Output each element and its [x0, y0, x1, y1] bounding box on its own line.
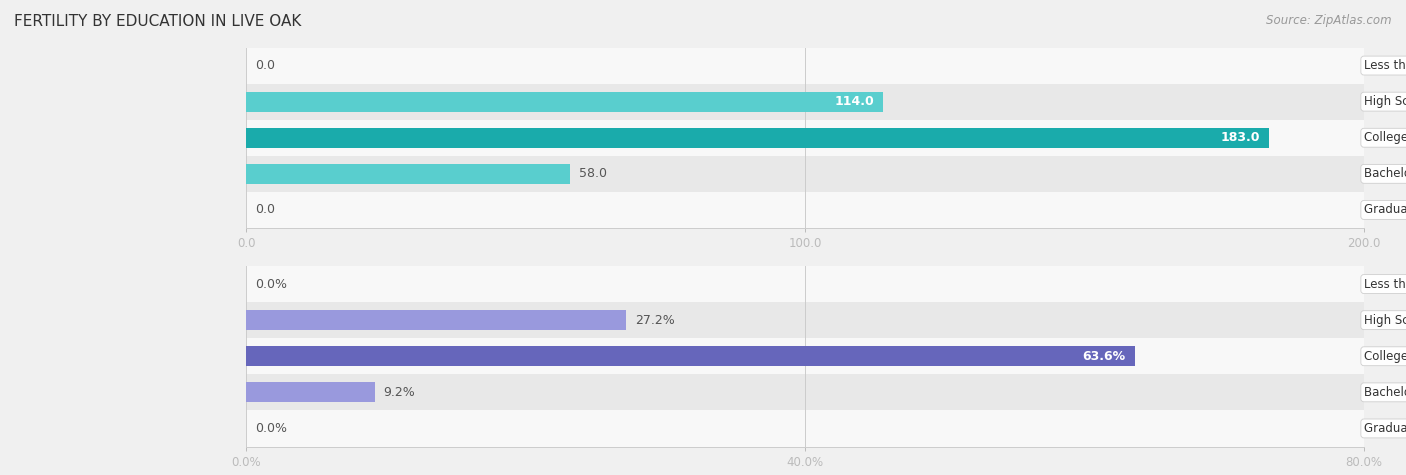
Text: 27.2%: 27.2% — [636, 314, 675, 327]
Text: Bachelor's Degree: Bachelor's Degree — [1364, 386, 1406, 399]
Text: Less than High School: Less than High School — [1364, 277, 1406, 291]
Text: College or Associate's Degree: College or Associate's Degree — [1364, 131, 1406, 144]
Text: 58.0: 58.0 — [579, 167, 607, 180]
Text: Less than High School: Less than High School — [1364, 59, 1406, 72]
Text: Graduate Degree: Graduate Degree — [1364, 203, 1406, 217]
Bar — [246, 120, 1364, 156]
Text: 114.0: 114.0 — [835, 95, 875, 108]
Text: 0.0%: 0.0% — [254, 277, 287, 291]
Bar — [246, 92, 883, 112]
Text: 0.0: 0.0 — [254, 203, 276, 217]
Text: High School Diploma: High School Diploma — [1364, 95, 1406, 108]
Bar — [246, 310, 626, 330]
Text: 0.0: 0.0 — [254, 59, 276, 72]
Bar — [246, 410, 1364, 446]
Text: Bachelor's Degree: Bachelor's Degree — [1364, 167, 1406, 180]
Text: College or Associate's Degree: College or Associate's Degree — [1364, 350, 1406, 363]
Text: Graduate Degree: Graduate Degree — [1364, 422, 1406, 435]
Text: 9.2%: 9.2% — [384, 386, 415, 399]
Bar — [246, 164, 571, 184]
Text: 183.0: 183.0 — [1220, 131, 1260, 144]
Text: FERTILITY BY EDUCATION IN LIVE OAK: FERTILITY BY EDUCATION IN LIVE OAK — [14, 14, 301, 29]
Bar — [246, 346, 1135, 366]
Bar — [246, 266, 1364, 302]
Bar — [246, 192, 1364, 228]
Text: High School Diploma: High School Diploma — [1364, 314, 1406, 327]
Bar — [246, 374, 1364, 410]
Bar — [246, 156, 1364, 192]
Text: Source: ZipAtlas.com: Source: ZipAtlas.com — [1267, 14, 1392, 27]
Bar — [246, 302, 1364, 338]
Bar — [246, 84, 1364, 120]
Bar — [246, 128, 1268, 148]
Text: 63.6%: 63.6% — [1083, 350, 1126, 363]
Text: 0.0%: 0.0% — [254, 422, 287, 435]
Bar — [246, 338, 1364, 374]
Bar — [246, 382, 374, 402]
Bar — [246, 48, 1364, 84]
